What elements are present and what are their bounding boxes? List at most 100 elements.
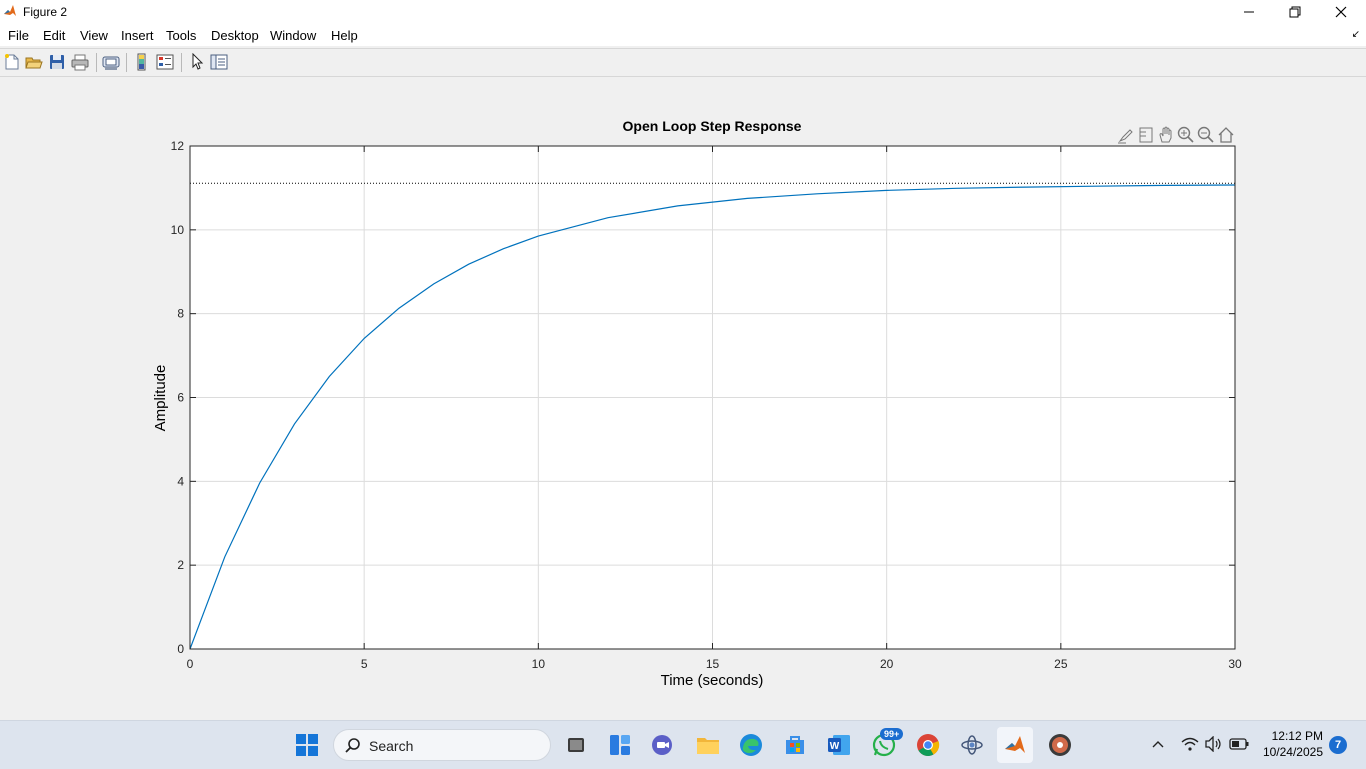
figure-toolbar (0, 48, 1366, 77)
y-tick-label: 10 (171, 223, 185, 237)
step-response-plot[interactable]: 0 5 10 15 20 25 30 0 2 4 6 8 10 12 Open Loop Step Re… (0, 0, 1366, 720)
search-label: Search (369, 738, 414, 754)
menu-view[interactable]: View (80, 28, 108, 43)
y-tick-label: 2 (177, 558, 184, 572)
taskbar-search[interactable]: Search (333, 729, 551, 761)
file-explorer-button[interactable] (690, 727, 726, 763)
windows-logo-icon (296, 734, 318, 756)
notification-badge[interactable]: 7 (1329, 736, 1347, 754)
axes-toolbar (1115, 124, 1239, 144)
clock-time[interactable]: 12:12 PM (1271, 729, 1323, 743)
x-axis-label: Time (seconds) (661, 672, 764, 689)
clock-date[interactable]: 10/24/2025 (1262, 745, 1323, 759)
matlab-button[interactable] (997, 727, 1033, 763)
search-icon (345, 738, 360, 753)
volume-icon[interactable] (1205, 736, 1223, 752)
wifi-icon[interactable] (1181, 736, 1199, 752)
series-line[interactable] (189, 184, 1236, 650)
dock-arrow-icon[interactable]: ↙ (1351, 29, 1360, 40)
minimize-icon (1244, 11, 1254, 13)
meet-app-button[interactable] (645, 727, 681, 763)
word-button[interactable]: W (821, 727, 857, 763)
menu-edit[interactable]: Edit (43, 28, 66, 43)
link-plot-icon[interactable] (102, 53, 120, 71)
media-app-button[interactable] (1042, 727, 1078, 763)
x-tick-label: 25 (1054, 657, 1068, 671)
open-file-icon[interactable] (25, 53, 43, 71)
matlab-logo-icon (3, 4, 17, 18)
y-tick-label: 6 (177, 391, 184, 405)
x-tick-label: 20 (880, 657, 894, 671)
menu-tools[interactable]: Tools (166, 28, 197, 43)
store-icon (786, 736, 804, 754)
minimize-button[interactable] (1226, 0, 1272, 24)
data-tips-icon[interactable] (1137, 126, 1155, 144)
edge-icon (740, 734, 762, 756)
y-tick-label: 8 (177, 307, 184, 321)
chart-title: Open Loop Step Response (623, 118, 802, 134)
toolbar-separator (181, 53, 182, 72)
x-tick-labels: 0 5 10 15 20 25 30 (187, 657, 1242, 671)
menu-insert[interactable]: Insert (121, 28, 154, 43)
whatsapp-button[interactable]: 99+ (866, 727, 904, 763)
pan-icon[interactable] (1157, 126, 1175, 144)
y-tick-label: 0 (177, 642, 184, 656)
print-icon[interactable] (71, 53, 89, 71)
matlab-icon (1005, 736, 1025, 753)
menu-help[interactable]: Help (331, 28, 358, 43)
zoom-out-icon[interactable] (1197, 126, 1215, 144)
x-tick-label: 5 (361, 657, 368, 671)
atom-app-icon (961, 735, 983, 755)
disc-icon (1049, 734, 1071, 756)
restore-button[interactable] (1272, 0, 1318, 24)
x-tick-label: 30 (1228, 657, 1242, 671)
insert-legend-icon[interactable] (156, 53, 174, 71)
chrome-button[interactable] (910, 727, 946, 763)
edit-plot-icon[interactable] (188, 53, 206, 71)
menu-file[interactable]: File (8, 28, 29, 43)
chrome-icon (917, 734, 940, 756)
new-figure-icon[interactable] (3, 53, 21, 71)
toolbar-separator (126, 53, 127, 72)
chevron-up-icon[interactable] (1151, 738, 1165, 750)
restore-icon (1289, 6, 1301, 18)
menu-window[interactable]: Window (270, 28, 317, 43)
battery-icon[interactable] (1229, 737, 1249, 751)
widgets-button[interactable] (602, 727, 638, 763)
property-inspector-icon[interactable] (210, 53, 228, 71)
widgets-icon (610, 735, 630, 755)
folder-icon (697, 738, 719, 754)
task-view-icon (568, 738, 584, 752)
taskbar: Search W 99+ 12:12 PM 10/24/2025 7 (0, 720, 1366, 769)
whatsapp-badge: 99+ (880, 728, 904, 740)
x-tick-label: 15 (706, 657, 720, 671)
restore-view-icon[interactable] (1217, 126, 1235, 144)
start-button[interactable] (289, 727, 325, 763)
close-icon (1335, 6, 1347, 18)
y-tick-label: 4 (177, 474, 184, 488)
insert-colorbar-icon[interactable] (133, 53, 151, 71)
edge-browser-button[interactable] (733, 727, 769, 763)
window-title: Figure 2 (23, 5, 68, 19)
save-icon[interactable] (48, 53, 66, 71)
y-tick-label: 12 (171, 139, 185, 153)
word-icon: W (828, 735, 850, 755)
store-button[interactable] (777, 727, 813, 763)
y-axis-label: Amplitude (152, 365, 169, 432)
svg-text:W: W (830, 741, 840, 752)
app-button[interactable] (954, 727, 990, 763)
axes-box (189, 145, 1236, 650)
toolbar-separator (96, 53, 97, 72)
x-tick-label: 0 (187, 657, 194, 671)
brush-icon[interactable] (1117, 126, 1135, 144)
video-chat-icon (652, 735, 672, 755)
x-tick-label: 10 (532, 657, 546, 671)
close-button[interactable] (1318, 0, 1364, 24)
grid-lines (190, 146, 1235, 649)
title-bar: Figure 2 (0, 0, 1366, 24)
task-view-button[interactable] (558, 727, 594, 763)
y-tick-labels: 0 2 4 6 8 10 12 (171, 139, 185, 656)
menu-desktop[interactable]: Desktop (211, 28, 259, 43)
menu-bar: File Edit View Insert Tools Desktop Wind… (0, 24, 1366, 46)
zoom-in-icon[interactable] (1177, 126, 1195, 144)
